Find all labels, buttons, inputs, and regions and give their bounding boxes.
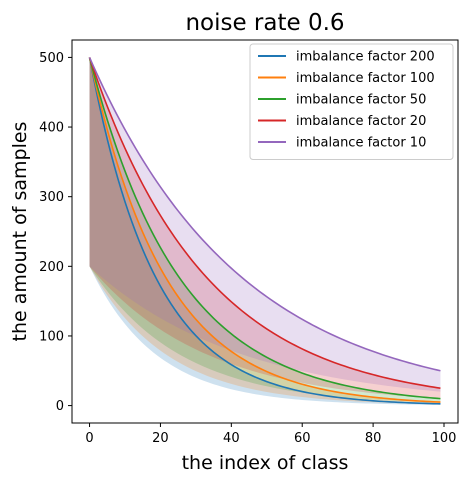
legend-box — [249, 43, 454, 160]
plot-frame — [71, 39, 459, 424]
band-200 — [89, 57, 441, 405]
legend-label: imbalance factor 50 — [296, 93, 426, 108]
x-tick-label: 40 — [223, 431, 240, 446]
y-axis-label: the amount of samples — [9, 122, 31, 342]
x-tick-label: 20 — [152, 431, 169, 446]
y-axis-ticks: 0 100 200 300 400 500 — [39, 51, 72, 414]
line-100 — [88, 57, 441, 403]
x-axis-ticks: 0 20 40 60 80 100 — [85, 423, 456, 446]
line-200 — [88, 57, 441, 405]
chart-title: noise rate 0.6 — [185, 10, 344, 36]
x-tick-label: 100 — [432, 431, 457, 446]
line-20 — [88, 57, 441, 389]
legend-label: imbalance factor 100 — [296, 71, 435, 86]
series-lines — [88, 57, 441, 405]
y-tick-label: 0 — [56, 399, 64, 414]
legend-label: imbalance factor 200 — [296, 50, 435, 65]
legend: imbalance factor 200 imbalance factor 100… — [249, 43, 454, 160]
band-10 — [89, 57, 441, 392]
y-tick-label: 500 — [39, 51, 64, 66]
y-tick-label: 100 — [39, 329, 64, 344]
line-10 — [88, 57, 441, 372]
legend-label: imbalance factor 10 — [296, 136, 426, 151]
line-50 — [88, 57, 441, 400]
legend-label: imbalance factor 20 — [296, 114, 426, 129]
x-tick-label: 80 — [365, 431, 382, 446]
band-100 — [89, 57, 441, 405]
x-tick-label: 0 — [85, 431, 93, 446]
x-tick-label: 60 — [294, 431, 311, 446]
y-tick-label: 300 — [39, 190, 64, 205]
y-tick-label: 400 — [39, 121, 64, 136]
y-tick-label: 200 — [39, 260, 64, 275]
x-axis-label: the index of class — [182, 452, 349, 474]
band-50 — [89, 57, 441, 403]
